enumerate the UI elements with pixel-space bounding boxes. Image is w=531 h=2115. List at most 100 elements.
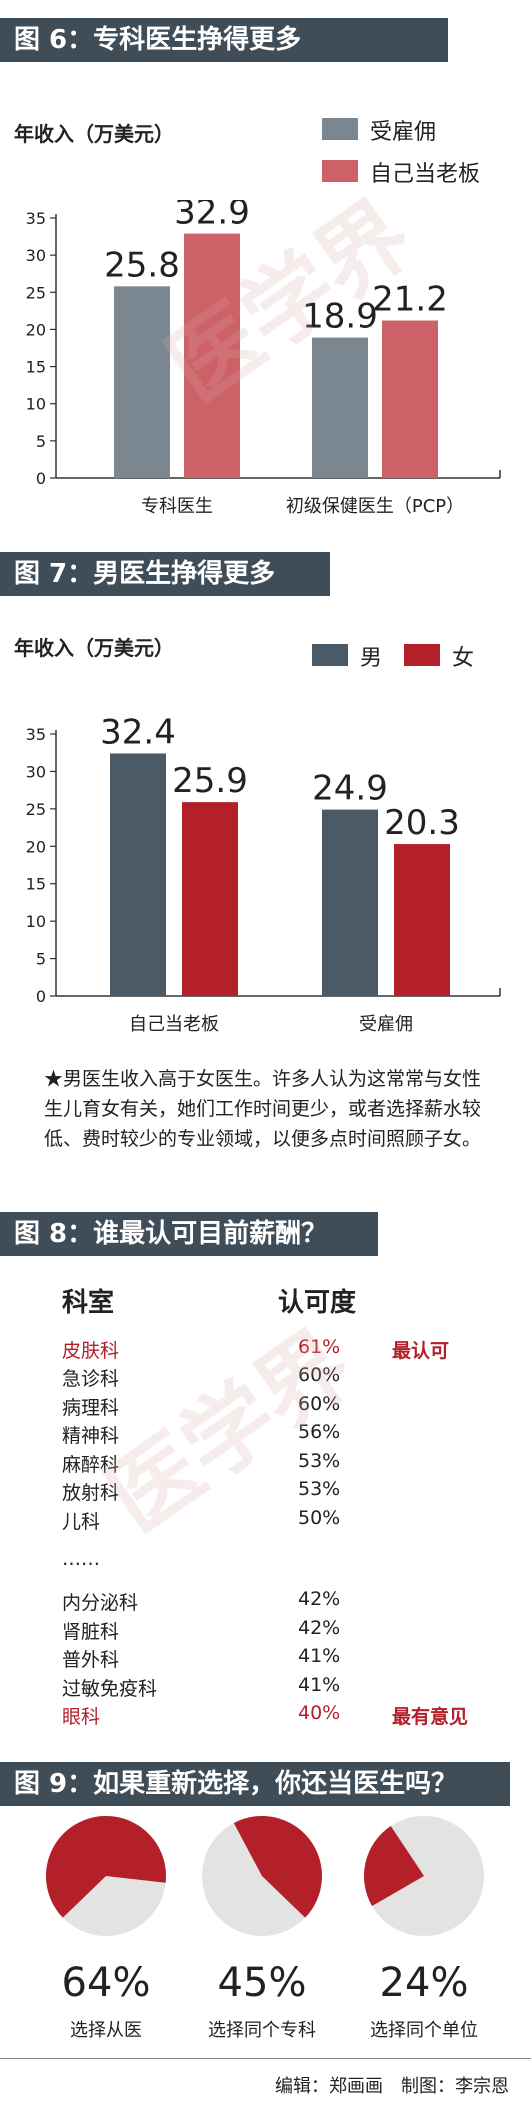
- fig7-ytick-label: 25: [26, 800, 46, 819]
- fig7-ytick-label: 20: [26, 837, 46, 856]
- fig7-ytick-label: 10: [26, 912, 46, 931]
- fig7-note: ★男医生收入高于女医生。许多人认为这常常与女性生儿育女有关，她们工作时间更少，或…: [44, 1068, 482, 1150]
- table-cell-dept: 麻醉科: [62, 1454, 120, 1476]
- fig6-ytick-label: 10: [26, 395, 46, 414]
- fig6-category-label: 专科医生: [141, 496, 213, 517]
- pie-chart: [202, 1816, 322, 1936]
- fig6-bar: [312, 337, 368, 478]
- table-row: 放射科 53%: [62, 1478, 492, 1506]
- pie-value-label: 45%: [217, 1960, 307, 2006]
- table-cell-pct: 56%: [298, 1421, 341, 1443]
- fig7-ytick-label: 5: [36, 950, 46, 969]
- fig9-header: 图 9：如果重新选择，你还当医生吗？: [0, 1762, 510, 1806]
- fig7-ytick-label: 35: [26, 725, 46, 744]
- fig7-data-label: 24.9: [312, 769, 388, 809]
- fig6-ytick-label: 0: [36, 469, 46, 488]
- table-row: 皮肤科 61% 最认可: [62, 1336, 492, 1364]
- fig8-header: 图 8：谁最认可目前薪酬？: [0, 1212, 378, 1256]
- pie-chart: [45, 1816, 166, 1936]
- table-cell-dept: 儿科: [62, 1511, 101, 1533]
- fig6-legend-label-1: 自己当老板: [370, 162, 481, 187]
- fig7-bar: [182, 802, 238, 996]
- fig8-col-pct: 认可度: [278, 1288, 357, 1318]
- table-cell-dept: 普外科: [62, 1649, 120, 1671]
- fig7-legend-swatch-1: [404, 644, 440, 666]
- table-cell-dept: ……: [62, 1548, 100, 1570]
- table-row: 内分泌科 42%: [62, 1588, 492, 1616]
- fig7-data-label: 20.3: [384, 803, 460, 843]
- fig6-legend-label-0: 受雇佣: [370, 120, 437, 145]
- fig6-data-label: 21.2: [372, 280, 448, 320]
- footer-divider: [0, 2058, 531, 2059]
- fig6-ytick-label: 35: [26, 209, 46, 228]
- fig7-data-label: 32.4: [100, 712, 176, 752]
- table-row: 普外科 41%: [62, 1645, 492, 1673]
- pie-chart: [364, 1816, 484, 1936]
- table-row: 眼科 40% 最有意见: [62, 1702, 492, 1730]
- fig6-ytick-label: 15: [26, 358, 46, 377]
- table-cell-pct: 53%: [298, 1450, 341, 1472]
- table-cell-pct: 50%: [298, 1507, 341, 1529]
- pie-caption: 选择同个专科: [208, 2020, 316, 2041]
- footer-credits: 编辑：郑画画 制图：李宗恩: [275, 2076, 509, 2097]
- fig6-ylabel: 年收入（万美元）: [14, 122, 174, 146]
- fig7-category-label: 受雇佣: [359, 1014, 413, 1035]
- fig6-data-label: 18.9: [302, 297, 378, 337]
- fig7-bar: [322, 809, 378, 996]
- pie-value-label: 64%: [61, 1960, 151, 2006]
- table-cell-pct: 60%: [298, 1393, 341, 1415]
- table-cell-pct: 53%: [298, 1478, 341, 1500]
- pie-caption: 选择同个单位: [370, 2020, 478, 2041]
- fig6-bar: [114, 286, 170, 478]
- table-row: 急诊科 60%: [62, 1364, 492, 1392]
- pie-slice: [233, 1816, 322, 1918]
- table-row: 儿科 50%: [62, 1507, 492, 1535]
- fig7-category-label: 自己当老板: [129, 1014, 219, 1035]
- fig7-header: 图 7：男医生挣得更多: [0, 552, 330, 596]
- fig7-ytick-label: 0: [36, 987, 46, 1006]
- fig7-chart: 0 5 10 15 20 25 30 35 32.4 25.9 自己当老板 24.920.3 受雇佣: [26, 712, 501, 1035]
- table-cell-dept: 皮肤科: [62, 1340, 120, 1362]
- fig6-ytick-label: 25: [26, 283, 46, 302]
- table-cell-pct: 41%: [298, 1645, 341, 1667]
- table-cell-pct: 41%: [298, 1674, 341, 1696]
- fig7-data-label: 25.9: [172, 761, 248, 801]
- fig7-ytick-label: 30: [26, 762, 46, 781]
- fig6-bar: [382, 320, 438, 478]
- pie-caption: 选择从医: [70, 2020, 142, 2041]
- fig6-ytick-label: 5: [36, 432, 46, 451]
- fig7-ylabel: 年收入（万美元）: [14, 636, 174, 660]
- table-cell-dept: 放射科: [62, 1482, 120, 1504]
- fig6-legend-swatch-1: [322, 160, 358, 182]
- fig6-header: 图 6：专科医生挣得更多: [0, 18, 448, 62]
- fig7-legend-label-0: 男: [360, 646, 383, 671]
- table-cell-dept: 肾脏科: [62, 1621, 120, 1643]
- table-cell-pct: 40%: [298, 1702, 341, 1724]
- table-row: 过敏免疫科 41%: [62, 1674, 492, 1702]
- pie-value-label: 24%: [379, 1960, 469, 2006]
- table-cell-pct: 61%: [298, 1336, 341, 1358]
- fig6-legend-swatch-0: [322, 118, 358, 140]
- table-cell-dept: 病理科: [62, 1397, 120, 1419]
- table-row: 肾脏科 42%: [62, 1617, 492, 1645]
- pie-slice: [364, 1826, 424, 1906]
- table-cell-tag: 最认可: [392, 1340, 450, 1362]
- fig6-ytick-label: 20: [26, 320, 46, 339]
- fig6-chart: 0 5 10 15 20 25 30 35 25.8 32.9 专科医生 18.921.2 初级保健医生…: [26, 200, 501, 517]
- fig6-data-label: 25.8: [104, 245, 180, 285]
- pie-slice: [45, 1816, 166, 1918]
- table-cell-dept: 急诊科: [62, 1368, 120, 1390]
- fig6-category-label: 初级保健医生（PCP）: [286, 496, 464, 517]
- fig7-ytick-label: 15: [26, 875, 46, 894]
- table-cell-dept: 过敏免疫科: [62, 1678, 158, 1700]
- fig8-col-dept: 科室: [62, 1288, 115, 1318]
- table-cell-tag: 最有意见: [392, 1706, 469, 1728]
- table-cell-dept: 精神科: [62, 1425, 120, 1447]
- table-cell-pct: 42%: [298, 1617, 341, 1639]
- fig7-bar: [110, 753, 166, 996]
- fig7-legend-label-1: 女: [452, 646, 475, 671]
- table-row: 麻醉科 53%: [62, 1450, 492, 1478]
- fig6-ytick-label: 30: [26, 246, 46, 265]
- table-cell-pct: 42%: [298, 1588, 341, 1610]
- table-row: 病理科 60%: [62, 1393, 492, 1421]
